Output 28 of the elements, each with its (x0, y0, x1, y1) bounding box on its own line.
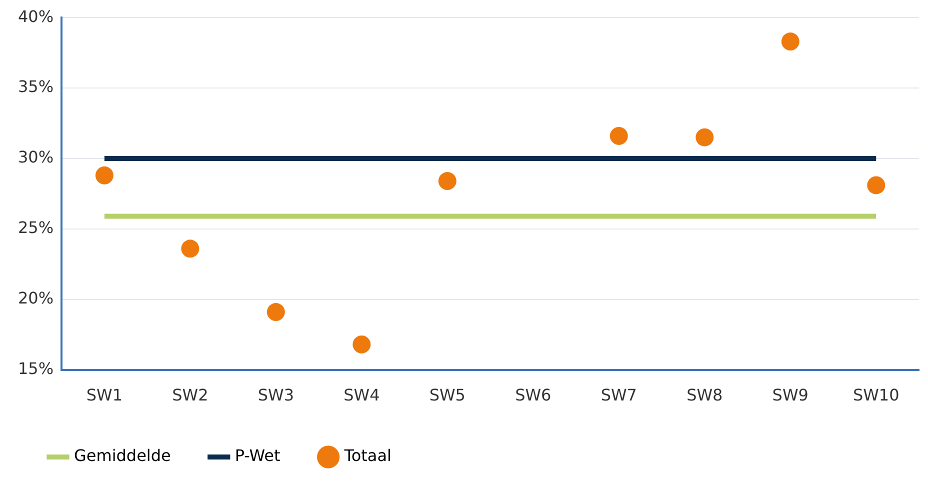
point (438, 172, 456, 190)
point (696, 128, 714, 146)
point (867, 176, 886, 194)
legend-label: Gemiddelde (74, 446, 171, 466)
x-tick-label: SW2 (172, 386, 208, 405)
legend-label: Totaal (343, 446, 392, 466)
point (95, 166, 114, 184)
y-tick-label: 35% (18, 77, 54, 96)
x-tick-label: SW3 (258, 386, 294, 405)
x-tick-label: SW1 (86, 386, 123, 405)
x-tick-label: SW10 (852, 386, 900, 405)
y-tick-label: 30% (18, 148, 54, 167)
x-tick-label: SW5 (429, 386, 466, 405)
point (266, 303, 285, 322)
point (181, 240, 200, 258)
x-tick-label: SW6 (515, 386, 552, 405)
y-tick-label: 20% (18, 288, 54, 308)
x-tick-label: SW9 (772, 386, 808, 405)
point (610, 126, 628, 145)
x-tick-label: SW7 (600, 386, 637, 405)
point (781, 32, 800, 51)
legend-label: P-Wet (234, 446, 280, 466)
y-tick-label: 40% (18, 6, 54, 26)
y-tick-label: 25% (18, 218, 54, 238)
point (352, 335, 371, 354)
x-tick-label: SW4 (344, 386, 380, 405)
x-tick-label: SW8 (686, 386, 723, 405)
y-tick-label: 15% (18, 358, 54, 378)
